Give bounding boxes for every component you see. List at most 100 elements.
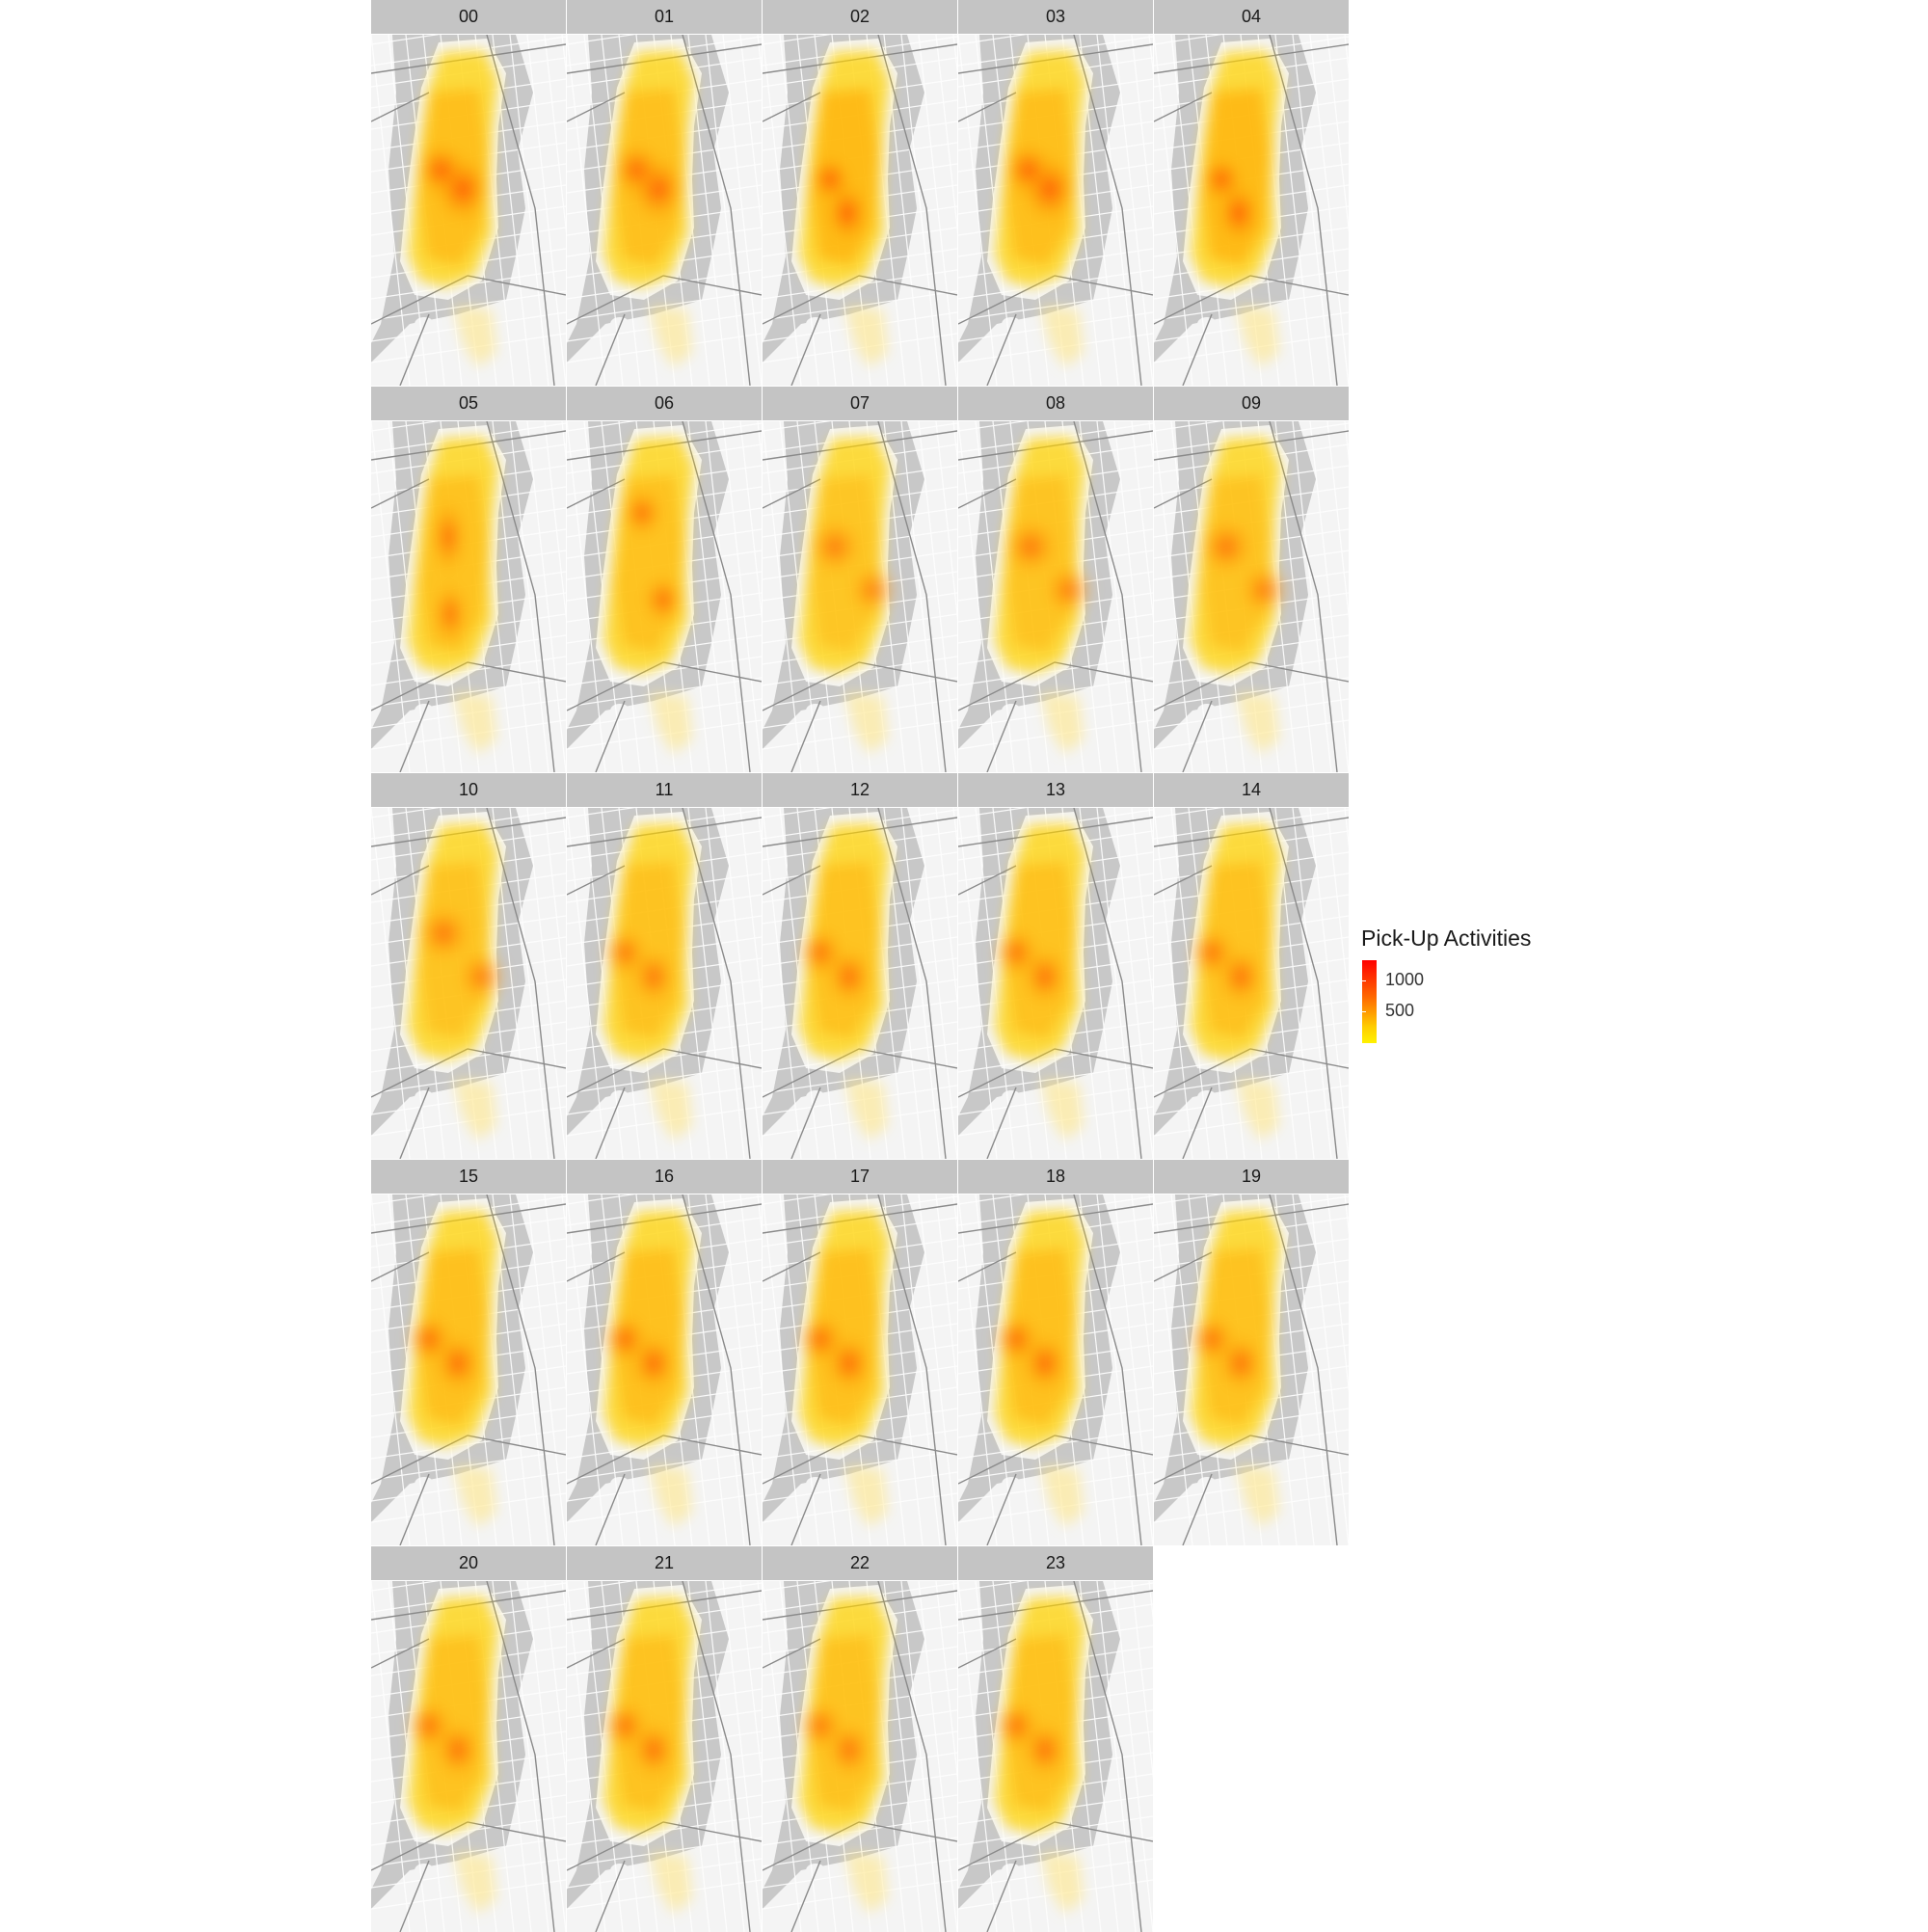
facet-strip-label: 21 xyxy=(567,1546,762,1580)
density-overlay xyxy=(603,50,694,367)
facet-strip-label: 08 xyxy=(958,387,1153,420)
governors-island xyxy=(1002,704,1021,717)
facet-panel-14: 14 xyxy=(1154,773,1349,1159)
facet-panel-05: 05 xyxy=(371,387,566,772)
facet-panel-19: 19 xyxy=(1154,1160,1349,1545)
density-overlay xyxy=(408,823,507,1140)
heatmap-map xyxy=(1154,35,1349,386)
map-panel xyxy=(567,808,762,1159)
facet-panel-01: 01 xyxy=(567,0,762,386)
density-overlay xyxy=(1191,50,1281,367)
density-overlay xyxy=(799,50,890,367)
heatmap-map xyxy=(763,421,957,772)
legend-title: Pick-Up Activities xyxy=(1361,926,1532,951)
map-panel xyxy=(958,35,1153,386)
governors-island xyxy=(610,317,629,331)
facet-panel-07: 07 xyxy=(763,387,957,772)
density-overlay xyxy=(995,50,1085,367)
governors-island xyxy=(610,1477,629,1490)
facet-panel-13: 13 xyxy=(958,773,1153,1159)
facet-strip-label: 15 xyxy=(371,1160,566,1194)
map-panel xyxy=(958,808,1153,1159)
governors-island xyxy=(415,704,434,717)
governors-island xyxy=(1197,1477,1217,1490)
density-overlay xyxy=(797,1597,890,1914)
heatmap-map xyxy=(763,1581,957,1932)
facet-strip-label: 03 xyxy=(958,0,1153,34)
map-panel xyxy=(1154,35,1349,386)
density-overlay xyxy=(602,1597,694,1914)
map-panel xyxy=(371,35,566,386)
facet-strip-label: 05 xyxy=(371,387,566,420)
facet-panel-09: 09 xyxy=(1154,387,1349,772)
governors-island xyxy=(806,1477,825,1490)
governors-island xyxy=(806,704,825,717)
density-overlay xyxy=(995,437,1094,754)
governors-island xyxy=(415,1090,434,1104)
governors-island xyxy=(415,1477,434,1490)
facet-strip-label: 22 xyxy=(763,1546,957,1580)
facet-strip-label: 04 xyxy=(1154,0,1349,34)
map-panel xyxy=(1154,808,1349,1159)
governors-island xyxy=(1002,317,1021,331)
heatmap-map xyxy=(958,1194,1153,1545)
density-overlay xyxy=(602,823,694,1140)
facet-strip-label: 12 xyxy=(763,773,957,807)
heatmap-map xyxy=(371,421,566,772)
map-panel xyxy=(763,1581,957,1932)
facet-panel-03: 03 xyxy=(958,0,1153,386)
governors-island xyxy=(415,317,434,331)
map-panel xyxy=(1154,421,1349,772)
density-overlay xyxy=(408,50,498,367)
facet-panel-02: 02 xyxy=(763,0,957,386)
heatmap-map xyxy=(567,1581,762,1932)
heatmap-map xyxy=(371,35,566,386)
heatmap-map xyxy=(958,35,1153,386)
governors-island xyxy=(806,1090,825,1104)
facet-panel-08: 08 xyxy=(958,387,1153,772)
facet-strip-label: 14 xyxy=(1154,773,1349,807)
density-overlay xyxy=(408,437,498,754)
map-panel xyxy=(567,35,762,386)
heatmap-map xyxy=(1154,1194,1349,1545)
facet-strip-label: 06 xyxy=(567,387,762,420)
map-panel xyxy=(958,421,1153,772)
map-panel xyxy=(958,1194,1153,1545)
heatmap-map xyxy=(567,808,762,1159)
legend-colorbar xyxy=(1362,960,1377,1043)
facet-strip-label: 20 xyxy=(371,1546,566,1580)
heatmap-map xyxy=(371,1581,566,1932)
governors-island xyxy=(610,1090,629,1104)
facet-strip-label: 00 xyxy=(371,0,566,34)
facet-strip-label: 02 xyxy=(763,0,957,34)
facet-strip-label: 01 xyxy=(567,0,762,34)
heatmap-map xyxy=(763,35,957,386)
heatmap-map xyxy=(567,35,762,386)
legend-label-1000: 1000 xyxy=(1385,970,1425,989)
density-overlay xyxy=(1189,823,1281,1140)
facet-panel-11: 11 xyxy=(567,773,762,1159)
map-panel xyxy=(567,1581,762,1932)
density-overlay xyxy=(1189,1210,1281,1527)
facet-strip-label: 23 xyxy=(958,1546,1153,1580)
facet-panel-04: 04 xyxy=(1154,0,1349,386)
heatmap-map xyxy=(763,808,957,1159)
legend-tick-1000 xyxy=(1362,980,1366,981)
facet-strip-label: 17 xyxy=(763,1160,957,1194)
heatmap-map xyxy=(763,1194,957,1545)
density-overlay xyxy=(797,1210,890,1527)
facet-strip-label: 13 xyxy=(958,773,1153,807)
heatmap-map xyxy=(958,421,1153,772)
facet-strip-label: 16 xyxy=(567,1160,762,1194)
facet-panel-22: 22 xyxy=(763,1546,957,1932)
governors-island xyxy=(415,1864,434,1877)
density-overlay xyxy=(602,1210,694,1527)
map-panel xyxy=(958,1581,1153,1932)
density-overlay xyxy=(993,1597,1085,1914)
map-panel xyxy=(371,421,566,772)
map-panel xyxy=(567,421,762,772)
facet-strip-label: 10 xyxy=(371,773,566,807)
map-panel xyxy=(763,35,957,386)
governors-island xyxy=(1197,1090,1217,1104)
